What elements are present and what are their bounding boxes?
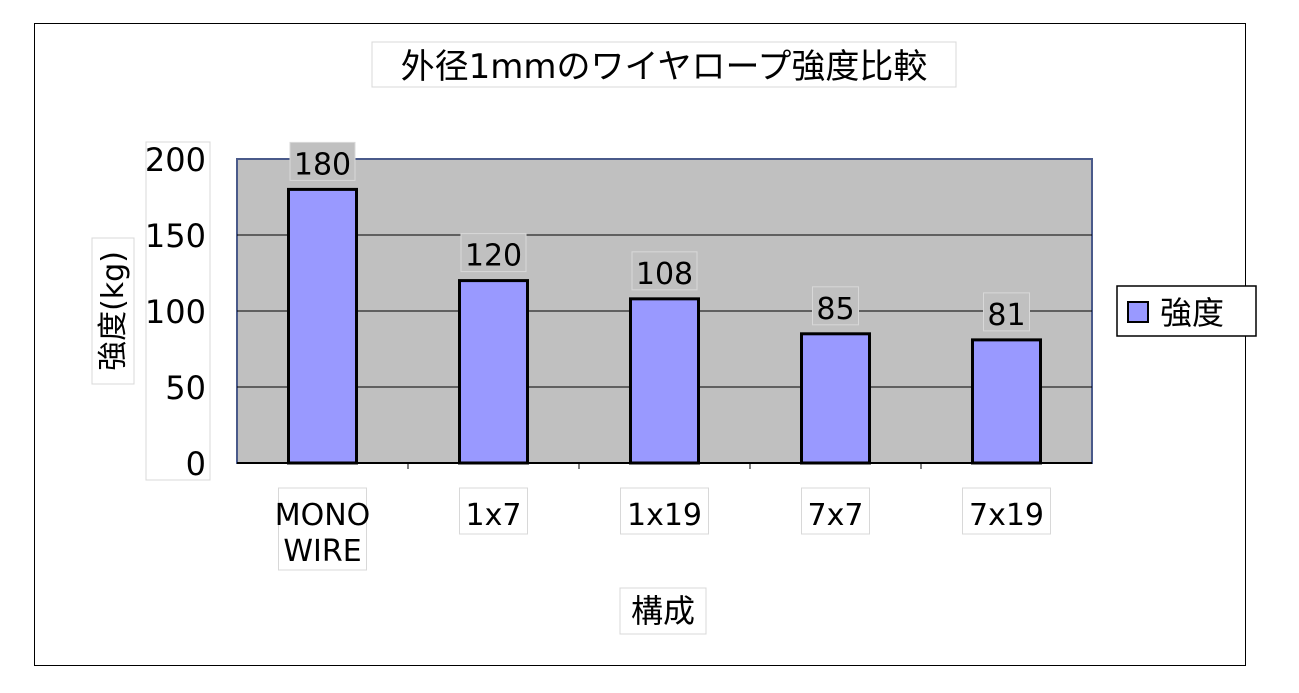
x-tick-label-box <box>278 487 367 571</box>
data-label: 180 <box>294 147 351 182</box>
bars <box>287 187 1042 465</box>
bar <box>458 279 529 465</box>
bar <box>971 338 1042 465</box>
y-axis-label: 強度(kg) <box>96 251 131 371</box>
y-tick-label: 200 <box>145 141 206 179</box>
bar <box>629 297 700 465</box>
data-label-box <box>460 233 527 273</box>
y-axis-label-box <box>91 237 135 385</box>
x-tick-label-box <box>962 487 1051 535</box>
y-tick-label: 50 <box>165 369 206 407</box>
data-label-box <box>983 292 1030 332</box>
y-tick-labels: 0 50 100 150 200 <box>145 141 206 483</box>
data-label: 120 <box>465 239 522 274</box>
x-tick-label: MONO <box>275 498 371 533</box>
x-tick-label: WIRE <box>283 534 361 569</box>
y-tick-label: 150 <box>145 217 206 255</box>
data-label: 85 <box>816 292 854 327</box>
x-tick-label: 1x7 <box>466 498 522 533</box>
bar <box>800 332 871 465</box>
x-tick-marks <box>407 463 922 469</box>
data-label: 81 <box>987 298 1025 333</box>
chart-title-box <box>371 41 957 88</box>
data-label-box <box>812 286 859 326</box>
bar <box>287 187 358 465</box>
x-tick-label: 1x19 <box>627 498 702 533</box>
y-tick-label: 0 <box>186 445 206 483</box>
data-labels: 180 120 108 85 81 <box>289 141 1030 333</box>
data-label-box <box>289 141 356 181</box>
x-tick-label: 7x7 <box>808 498 864 533</box>
legend-swatch <box>1127 301 1149 323</box>
x-tick-label: 7x19 <box>969 498 1044 533</box>
x-axis-label: 構成 <box>631 592 695 630</box>
y-tick-labels-box <box>145 141 211 481</box>
chart-title: 外径1mmのワイヤロープ強度比較 <box>401 47 928 87</box>
legend-label: 強度 <box>1160 294 1224 332</box>
legend: 強度 <box>1116 285 1257 337</box>
x-tick-label-box <box>459 487 528 535</box>
x-axis-label-box <box>619 587 707 635</box>
data-label: 108 <box>636 257 693 292</box>
y-tick-label: 100 <box>145 293 206 331</box>
x-tick-label-box <box>620 487 709 535</box>
x-tick-label-box <box>801 487 870 535</box>
data-label-box <box>631 251 698 291</box>
